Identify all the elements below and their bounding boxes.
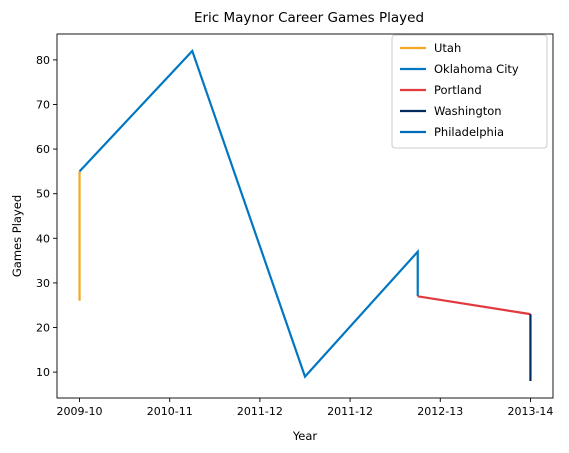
legend: Utah Oklahoma City Portland Washington Phila…	[391, 34, 548, 149]
x-tick-label: 2009-10	[57, 405, 103, 418]
y-tick-label: 30	[36, 277, 50, 290]
series-line-oklahoma-city	[78, 48, 419, 379]
y-tick-label: 50	[36, 188, 50, 201]
y-tick-label: 20	[36, 322, 50, 335]
plot-frame	[56, 33, 554, 399]
legend-box	[391, 34, 548, 149]
legend-label: Washington	[434, 104, 502, 118]
axes-layer: 10 20 30 40 50 60 70 80 2009-10 2010-11 2011-12 201…	[36, 33, 554, 418]
y-tick-label: 60	[36, 143, 50, 156]
x-tick-label: 2010-11	[147, 405, 193, 418]
y-tick-label: 10	[36, 366, 50, 379]
x-tick-label: 2013-14	[507, 405, 553, 418]
y-tick-label: 40	[36, 232, 50, 245]
legend-label: Portland	[434, 83, 482, 97]
x-tick-label: 2012-13	[417, 405, 463, 418]
x-axis-label: Year	[292, 429, 318, 443]
y-tick-label: 80	[36, 54, 50, 67]
legend-label: Utah	[434, 41, 461, 55]
series-line-portland	[417, 295, 531, 316]
y-axis-label: Games Played	[10, 195, 24, 277]
y-tick-label: 70	[36, 98, 50, 111]
legend-label: Oklahoma City	[434, 62, 519, 76]
chart-title: Eric Maynor Career Games Played	[194, 10, 424, 26]
x-tick-label: 2011-12	[237, 405, 283, 418]
legend-label: Philadelphia	[434, 125, 504, 139]
series-layer	[78, 48, 532, 382]
x-tick-label: 2011-12	[327, 405, 373, 418]
